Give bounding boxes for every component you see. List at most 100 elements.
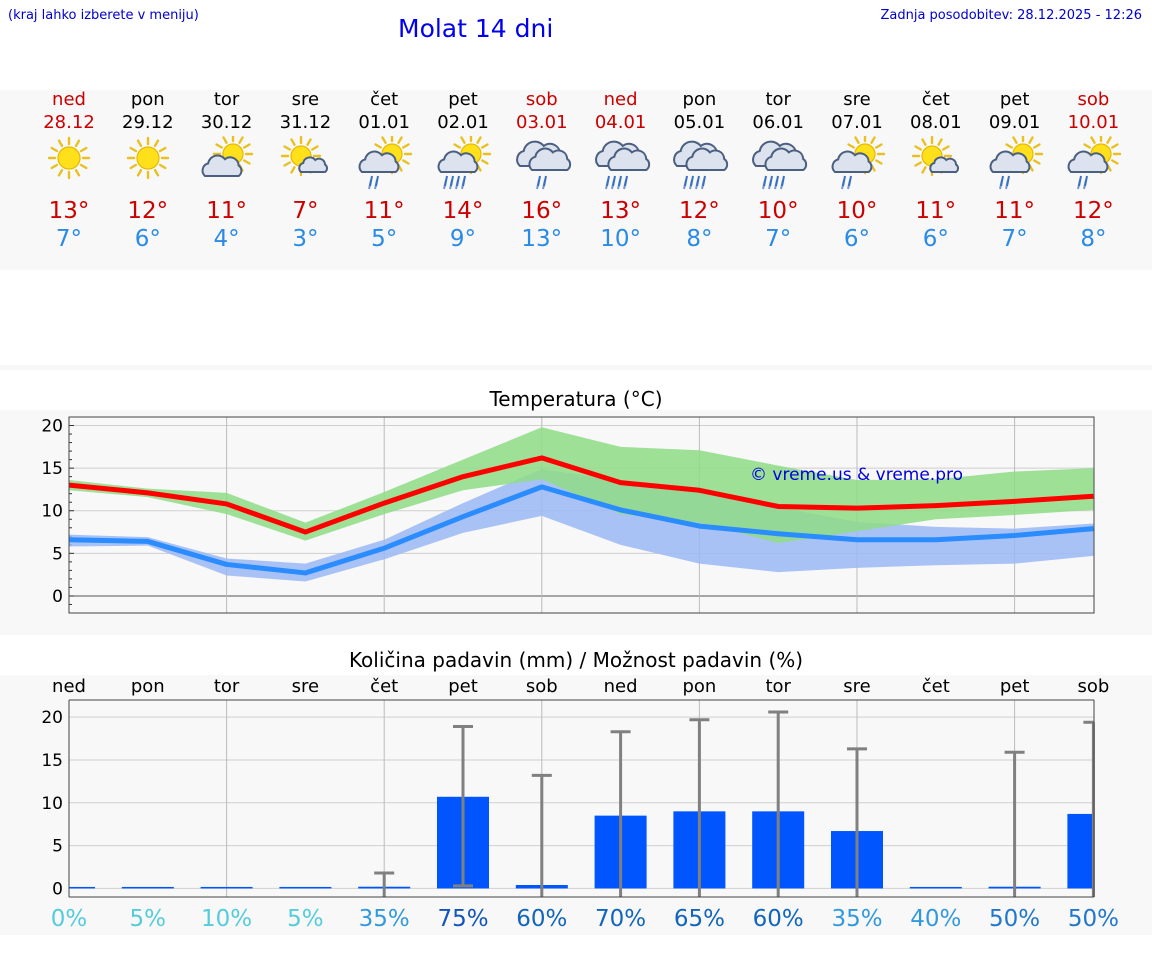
- day-date: 28.12: [43, 112, 95, 133]
- temp-min: 9°: [449, 226, 477, 252]
- precip-bar: [909, 886, 962, 889]
- day-date: 02.01: [437, 112, 489, 133]
- day-label: pet: [448, 676, 478, 697]
- day-label: pon: [131, 676, 165, 697]
- plot-frame: [68, 416, 1095, 614]
- sun-icon: [47, 136, 91, 180]
- day-date: 05.01: [673, 112, 726, 133]
- day-name: čet: [921, 89, 950, 110]
- precip-probability: 50%: [1068, 906, 1119, 932]
- day-name: pet: [999, 89, 1030, 110]
- day-name: sre: [843, 89, 871, 110]
- day-name: ned: [603, 89, 638, 110]
- temp-min: 7°: [1001, 226, 1028, 252]
- y-tick-label: 10: [41, 502, 63, 522]
- day-date: 31.12: [279, 112, 332, 133]
- day-label: sre: [843, 676, 870, 697]
- temp-min: 13°: [521, 226, 563, 252]
- y-tick-label: 15: [41, 459, 63, 479]
- y-tick-label: 5: [52, 837, 63, 857]
- max-temp-range-band: [69, 427, 1094, 544]
- day-date: 08.01: [910, 112, 962, 133]
- y-tick-label: 20: [41, 417, 63, 437]
- day-name: ned: [52, 89, 86, 110]
- day-date: 10.01: [1067, 112, 1120, 133]
- day-name: tor: [213, 89, 240, 110]
- temp-min: 7°: [765, 226, 792, 252]
- sun-cloud-icon: [201, 136, 253, 177]
- sun-cloud-rain-icon: [831, 136, 886, 190]
- max-temp-line: [68, 455, 1094, 535]
- y-tick-label: 0: [52, 879, 63, 899]
- temp-min: 8°: [686, 226, 713, 252]
- sun-small-cloud-icon: [281, 136, 329, 177]
- min-temp-range-band: [69, 468, 1094, 582]
- temp-max: 7°: [292, 198, 319, 224]
- day-label: sob: [526, 676, 558, 697]
- cloud-heavy-rain-icon: [594, 140, 650, 190]
- day-label: sre: [292, 676, 319, 697]
- precipitation-chart: ned pon tor sre čet pet sob ned pon tor sre čet pet s…: [41, 676, 1119, 932]
- temp-min: 6°: [134, 226, 161, 252]
- day-date: 07.01: [831, 112, 883, 133]
- sun-cloud-rain-icon: [1067, 136, 1122, 190]
- precip-probability: 60%: [516, 906, 567, 932]
- precip-probability: 70%: [595, 906, 646, 932]
- precip-probability: 35%: [359, 906, 410, 932]
- precip-probability: 35%: [831, 906, 882, 932]
- day-name: pon: [130, 89, 165, 110]
- temp-min: 3°: [292, 226, 319, 252]
- day-date: 06.01: [752, 112, 804, 133]
- sun-small-cloud-icon: [911, 136, 959, 177]
- precip-bar: [121, 886, 174, 889]
- temp-max: 12°: [1073, 198, 1114, 224]
- day-label: sob: [1077, 676, 1109, 697]
- day-label: pon: [682, 676, 716, 697]
- day-label: ned: [52, 676, 86, 697]
- precip-bar: [200, 886, 253, 889]
- page-title: Molat 14 dni: [398, 14, 554, 43]
- day-date: 09.01: [988, 112, 1041, 133]
- temp-max: 12°: [679, 198, 720, 224]
- temp-max: 11°: [363, 198, 405, 224]
- day-label: tor: [214, 676, 240, 697]
- day-date: 01.01: [358, 112, 410, 133]
- plot-area: [69, 700, 1094, 897]
- sun-cloud-rain-icon: [358, 136, 413, 190]
- sun-icon: [126, 136, 169, 180]
- temp-max: 11°: [206, 198, 247, 224]
- precip-probability: 10%: [201, 906, 252, 932]
- temp-min: 10°: [600, 226, 641, 252]
- temp-max: 10°: [836, 198, 878, 224]
- precip-probability: 65%: [674, 906, 725, 932]
- temp-min: 6°: [843, 226, 871, 252]
- day-date: 03.01: [516, 112, 568, 133]
- day-label: čet: [370, 676, 398, 697]
- y-tick-label: 15: [41, 751, 63, 771]
- temp-min: 6°: [922, 226, 949, 252]
- temp-max: 11°: [994, 198, 1035, 224]
- day-name: sob: [525, 89, 558, 110]
- day-label: čet: [922, 676, 950, 697]
- day-name: sob: [1077, 89, 1110, 110]
- cloud-rain-icon: [515, 140, 571, 190]
- temp-min: 7°: [55, 226, 83, 252]
- precip-probability: 0%: [51, 906, 88, 932]
- precip-probability: 50%: [989, 906, 1040, 932]
- temp-max: 13°: [600, 198, 641, 224]
- temp-min: 5°: [371, 226, 398, 252]
- precip-bar: [1067, 813, 1094, 889]
- day-name: čet: [370, 89, 399, 110]
- temp-max: 11°: [915, 198, 957, 224]
- temp-max: 13°: [48, 198, 90, 224]
- cloud-heavy-rain-icon: [673, 140, 729, 190]
- day-name: sre: [291, 89, 320, 110]
- day-label: tor: [765, 676, 791, 697]
- precip-bar: [69, 886, 95, 889]
- min-temp-line: [68, 484, 1094, 576]
- precip-probability: 5%: [130, 906, 167, 932]
- temp-max: 16°: [521, 198, 563, 224]
- sun-cloud-heavy-rain-icon: [437, 136, 492, 190]
- temperature-chart: 0 5 10 15 20 © vreme.us & vreme.pro: [41, 416, 1095, 614]
- precip-probability: 60%: [753, 906, 804, 932]
